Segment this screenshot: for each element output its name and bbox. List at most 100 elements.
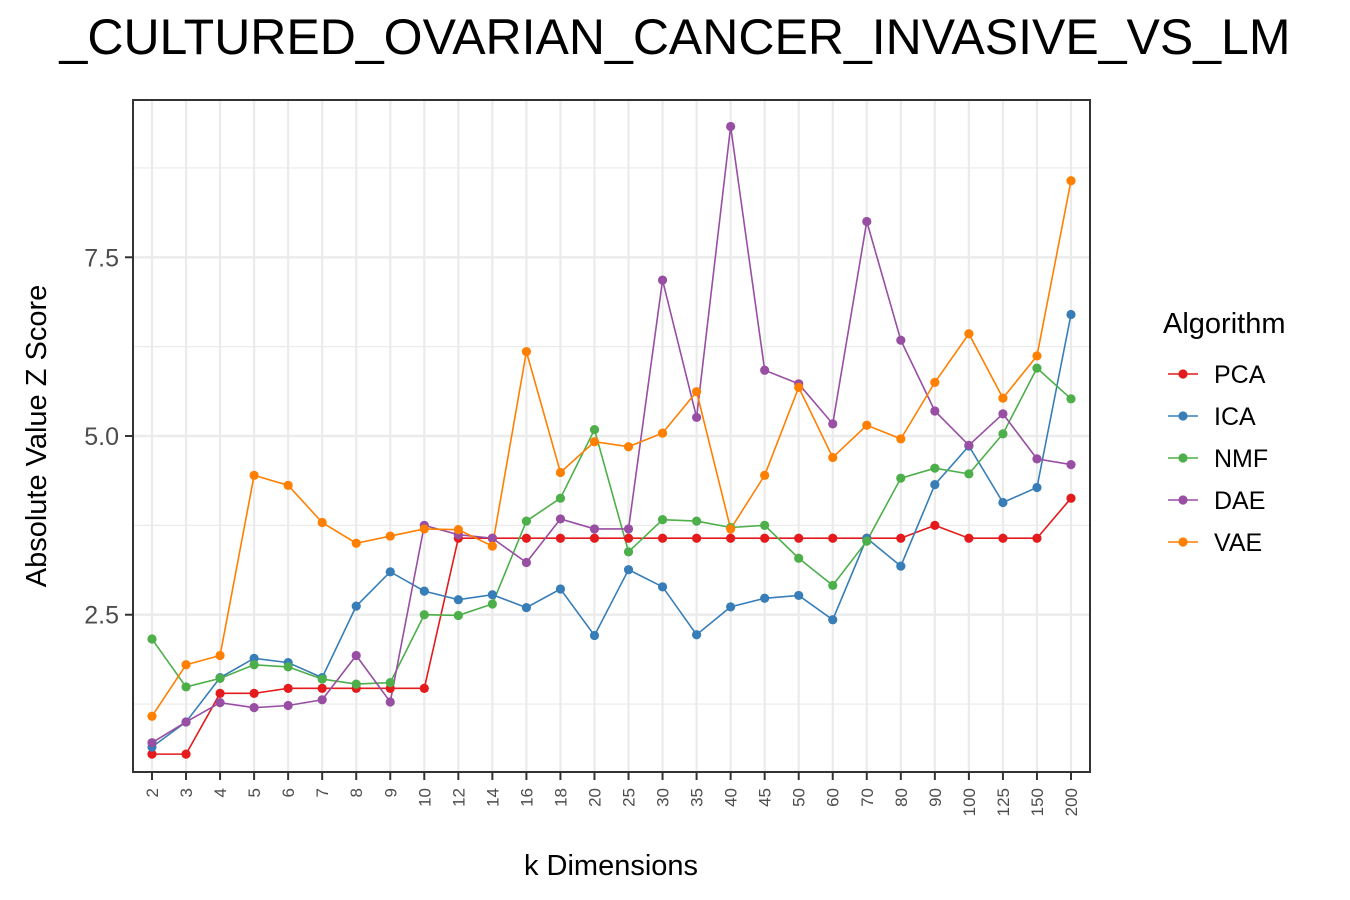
data-point-vae <box>623 442 634 452</box>
data-point-dae <box>147 738 157 748</box>
data-point-ica <box>896 561 906 571</box>
data-point-ica <box>385 567 395 577</box>
x-tick-label: 20 <box>585 788 604 807</box>
data-point-pca <box>181 749 191 759</box>
data-point-nmf <box>828 580 838 591</box>
data-point-vae <box>419 524 429 534</box>
data-point-dae <box>862 216 872 227</box>
legend-title: Algorithm <box>1163 308 1286 340</box>
data-point-vae <box>1066 176 1076 186</box>
x-tick-label: 200 <box>1062 788 1081 816</box>
data-point-vae <box>555 467 566 478</box>
legend-key-point <box>1178 411 1188 421</box>
data-point-vae <box>998 393 1008 403</box>
data-point-dae <box>964 440 974 450</box>
data-point-vae <box>930 377 940 387</box>
data-point-pca <box>215 688 225 698</box>
data-point-pca <box>794 533 804 543</box>
data-point-dae <box>181 717 191 727</box>
data-point-dae <box>283 700 293 711</box>
data-point-ica <box>828 615 838 625</box>
data-point-pca <box>964 533 974 543</box>
data-point-vae <box>351 538 361 548</box>
series-line-vae <box>151 180 1072 717</box>
x-tick-label: 14 <box>483 788 502 807</box>
x-tick-label: 100 <box>960 788 979 816</box>
data-point-vae <box>487 541 497 551</box>
data-point-nmf <box>555 493 566 503</box>
data-point-nmf <box>147 634 157 644</box>
data-point-vae <box>453 525 463 535</box>
data-point-vae <box>964 329 974 339</box>
data-point-vae <box>828 452 838 463</box>
data-point-nmf <box>623 547 634 557</box>
x-tick-label: 6 <box>279 788 298 797</box>
data-point-nmf <box>760 520 770 530</box>
x-axis-title: k Dimensions <box>524 850 698 882</box>
data-point-vae <box>657 428 668 438</box>
data-point-pca <box>726 533 736 543</box>
x-tick-label: 50 <box>790 788 809 807</box>
x-tick-label: 16 <box>517 788 536 807</box>
data-point-nmf <box>794 553 804 563</box>
data-point-vae <box>862 420 872 430</box>
data-point-nmf <box>930 463 940 473</box>
legend-key-point <box>1178 453 1188 463</box>
x-tick-label: 8 <box>347 788 366 797</box>
data-point-ica <box>1032 482 1042 493</box>
data-point-dae <box>623 524 634 534</box>
x-tick-label: 9 <box>381 788 400 797</box>
legend-item-pca: PCA <box>1168 361 1266 389</box>
series-line-ica <box>151 314 1072 748</box>
data-point-vae <box>1032 351 1042 361</box>
data-point-dae <box>760 365 770 375</box>
data-point-vae <box>760 470 770 480</box>
data-point-ica <box>998 497 1008 508</box>
y-axis: 2.5 5.0 7.5 <box>84 244 133 630</box>
data-point-pca <box>249 688 259 698</box>
data-point-nmf <box>521 516 532 526</box>
data-point-vae <box>726 524 736 534</box>
data-point-pca <box>760 533 770 543</box>
data-point-ica <box>930 480 940 490</box>
data-point-dae <box>317 695 327 705</box>
x-tick-label: 80 <box>892 788 911 807</box>
data-point-dae <box>896 335 906 345</box>
data-point-dae <box>828 419 838 429</box>
data-point-dae <box>1066 459 1076 470</box>
x-tick-label: 4 <box>211 788 230 797</box>
data-point-pca <box>589 533 600 543</box>
data-point-dae <box>726 121 736 132</box>
data-point-nmf <box>419 610 429 620</box>
x-tick-label: 70 <box>858 788 877 807</box>
data-point-pca <box>896 533 906 543</box>
data-point-nmf <box>691 516 702 526</box>
x-tick-label: 5 <box>245 788 264 797</box>
data-point-pca <box>521 533 532 543</box>
data-point-ica <box>657 582 668 592</box>
data-point-nmf <box>181 682 191 692</box>
x-tick-label: 10 <box>415 788 434 807</box>
data-point-nmf <box>215 673 225 683</box>
data-point-pca <box>1066 493 1076 503</box>
y-tick-label: 5.0 <box>84 423 119 451</box>
x-tick-label: 18 <box>551 788 570 807</box>
data-point-nmf <box>896 473 906 483</box>
data-point-pca <box>317 683 327 693</box>
data-point-vae <box>794 382 804 392</box>
data-point-dae <box>249 703 259 713</box>
data-point-ica <box>555 584 566 594</box>
data-point-nmf <box>453 610 463 621</box>
data-point-ica <box>589 630 600 641</box>
data-point-pca <box>623 533 634 543</box>
legend-label: ICA <box>1214 403 1256 431</box>
series-line-dae <box>151 126 1072 744</box>
data-point-ica <box>623 565 634 575</box>
data-point-vae <box>896 434 906 444</box>
x-tick-label: 30 <box>654 788 673 807</box>
x-tick-label: 2 <box>143 788 162 797</box>
legend-item-nmf: NMF <box>1168 445 1268 473</box>
data-point-dae <box>930 406 940 416</box>
legend-item-ica: ICA <box>1168 403 1256 431</box>
